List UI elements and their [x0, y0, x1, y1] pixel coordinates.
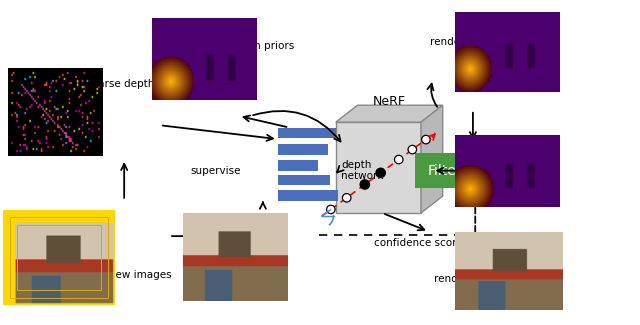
Text: Filter: Filter [428, 164, 462, 178]
Circle shape [422, 135, 430, 144]
Text: NeRF: NeRF [372, 95, 406, 108]
Circle shape [376, 168, 385, 177]
Bar [278, 175, 330, 185]
Text: rendered depths: rendered depths [429, 37, 516, 47]
Bar [415, 153, 476, 188]
Polygon shape [336, 105, 443, 122]
Circle shape [360, 180, 369, 189]
Circle shape [394, 155, 403, 164]
Circle shape [342, 194, 351, 202]
Bar [17, 225, 100, 290]
Circle shape [408, 145, 417, 154]
Bar [278, 145, 328, 155]
Circle shape [326, 205, 335, 214]
Text: multi-view images: multi-view images [76, 270, 172, 280]
Text: rendered RGBs: rendered RGBs [434, 274, 512, 284]
Bar [10, 217, 108, 298]
Bar [336, 122, 421, 213]
Bar [278, 160, 318, 171]
Text: adapted depth priors: adapted depth priors [184, 41, 294, 51]
Polygon shape [421, 105, 443, 213]
Text: sparse depth: sparse depth [86, 79, 154, 89]
Text: confidence scores: confidence scores [374, 238, 468, 248]
Bar [278, 127, 336, 138]
Bar [278, 190, 338, 201]
Text: depth
network: depth network [341, 160, 383, 181]
Text: supervise: supervise [190, 166, 241, 176]
